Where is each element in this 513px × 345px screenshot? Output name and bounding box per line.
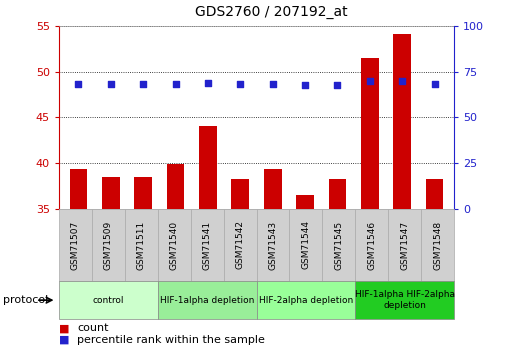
- Point: [74, 82, 83, 87]
- Text: control: control: [93, 296, 124, 305]
- Point: [398, 78, 406, 83]
- Text: GSM71548: GSM71548: [433, 220, 442, 269]
- Text: GSM71542: GSM71542: [235, 220, 245, 269]
- Text: GSM71509: GSM71509: [104, 220, 113, 269]
- Text: GSM71541: GSM71541: [203, 220, 212, 269]
- Text: percentile rank within the sample: percentile rank within the sample: [77, 335, 265, 345]
- Point: [430, 82, 439, 87]
- Text: HIF-2alpha depletion: HIF-2alpha depletion: [259, 296, 353, 305]
- Point: [269, 82, 277, 87]
- Bar: [264, 169, 282, 209]
- Bar: [393, 34, 411, 209]
- Bar: [134, 177, 152, 209]
- Text: GSM71511: GSM71511: [137, 220, 146, 269]
- Point: [236, 82, 244, 87]
- Bar: [361, 58, 379, 209]
- Text: GSM71545: GSM71545: [334, 220, 343, 269]
- Text: HIF-1alpha HIF-2alpha
depletion: HIF-1alpha HIF-2alpha depletion: [354, 290, 455, 310]
- Point: [139, 82, 147, 87]
- Text: ■: ■: [59, 323, 69, 333]
- Point: [333, 82, 342, 88]
- Bar: [296, 195, 314, 209]
- Bar: [199, 126, 217, 209]
- Text: GSM71540: GSM71540: [170, 220, 179, 269]
- Bar: [167, 164, 185, 209]
- Bar: [426, 179, 443, 209]
- Point: [107, 82, 115, 87]
- Point: [204, 81, 212, 86]
- Text: protocol: protocol: [3, 295, 48, 305]
- Bar: [102, 177, 120, 209]
- Bar: [231, 179, 249, 209]
- Text: GSM71547: GSM71547: [400, 220, 409, 269]
- Text: GDS2760 / 207192_at: GDS2760 / 207192_at: [195, 5, 348, 19]
- Text: GSM71546: GSM71546: [367, 220, 376, 269]
- Point: [301, 82, 309, 88]
- Point: [366, 78, 374, 83]
- Text: count: count: [77, 323, 108, 333]
- Text: GSM71507: GSM71507: [71, 220, 80, 269]
- Bar: [328, 179, 346, 209]
- Text: GSM71543: GSM71543: [268, 220, 278, 269]
- Text: ■: ■: [59, 335, 69, 345]
- Point: [171, 82, 180, 87]
- Text: GSM71544: GSM71544: [301, 220, 310, 269]
- Text: HIF-1alpha depletion: HIF-1alpha depletion: [160, 296, 254, 305]
- Bar: [70, 169, 87, 209]
